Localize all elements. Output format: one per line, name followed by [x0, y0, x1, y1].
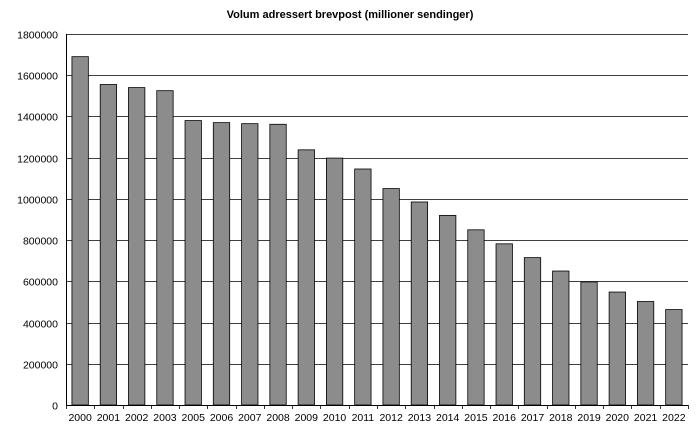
bars	[71, 56, 683, 406]
bar	[71, 56, 89, 406]
x-tick-label: 2001	[97, 412, 121, 424]
y-tick-label: 0	[52, 401, 58, 413]
x-tick-label: 2016	[493, 412, 517, 424]
y-tick-label: 1600000	[17, 71, 58, 83]
x-tick-label: 2006	[210, 412, 234, 424]
x-tick-label: 2007	[238, 412, 262, 424]
x-tick-label: 2020	[606, 412, 630, 424]
bar	[382, 188, 400, 406]
bar	[354, 168, 372, 406]
x-tick-label: 2011	[352, 412, 375, 424]
x-tick-label: 2014	[436, 412, 460, 424]
axes	[66, 34, 689, 409]
bar	[128, 87, 146, 406]
x-tick-label: 2015	[464, 412, 488, 424]
y-tick-label: 600000	[23, 277, 58, 289]
bar	[184, 120, 202, 406]
y-tick-label: 200000	[23, 360, 58, 372]
bar	[241, 123, 259, 406]
x-tick-label: 2021	[634, 412, 658, 424]
x-tick-label: 2003	[153, 412, 177, 424]
x-tick-label: 2002	[125, 412, 149, 424]
x-tick-label: 2008	[266, 412, 290, 424]
bar	[523, 257, 542, 406]
bar	[495, 243, 513, 406]
bar	[156, 90, 174, 406]
x-tick-labels: 2000 2001 2002 2003 2005 2006 2007 2008 2009 2010…	[68, 412, 685, 424]
bar	[608, 291, 626, 406]
x-tick-label: 2009	[295, 412, 319, 424]
x-tick-label: 2000	[68, 412, 92, 424]
x-tick-label: 2012	[379, 412, 403, 424]
chart-title: Volum adressert brevpost (millioner send…	[226, 9, 474, 21]
x-tick-label: 2017	[521, 412, 545, 424]
y-tick-label: 800000	[23, 236, 58, 248]
y-tick-label: 1800000	[17, 30, 58, 42]
bar	[212, 122, 231, 406]
y-tick-label: 400000	[23, 319, 58, 331]
gridlines	[66, 34, 688, 365]
x-tick-label: 2010	[323, 412, 347, 424]
bar	[636, 301, 655, 406]
bar	[410, 201, 429, 406]
y-tick-label: 1400000	[17, 112, 58, 124]
x-tick-label: 2019	[577, 412, 601, 424]
x-tick-label: 2013	[408, 412, 432, 424]
y-tick-labels: 0 200000 400000 600000 800000 1000000 1200000 1…	[17, 30, 58, 413]
bar	[552, 270, 570, 406]
bar	[580, 281, 598, 406]
bar	[439, 214, 457, 406]
bar	[297, 149, 315, 406]
x-tick-label: 2022	[662, 412, 686, 424]
bar	[99, 84, 118, 406]
x-tick-label: 2018	[549, 412, 573, 424]
y-tick-label: 1000000	[17, 195, 58, 207]
y-tick-label: 1200000	[17, 154, 58, 166]
bar	[665, 309, 683, 406]
bar	[467, 229, 485, 406]
bar	[325, 157, 344, 406]
x-tick-label: 2005	[182, 412, 206, 424]
bar	[269, 123, 287, 406]
